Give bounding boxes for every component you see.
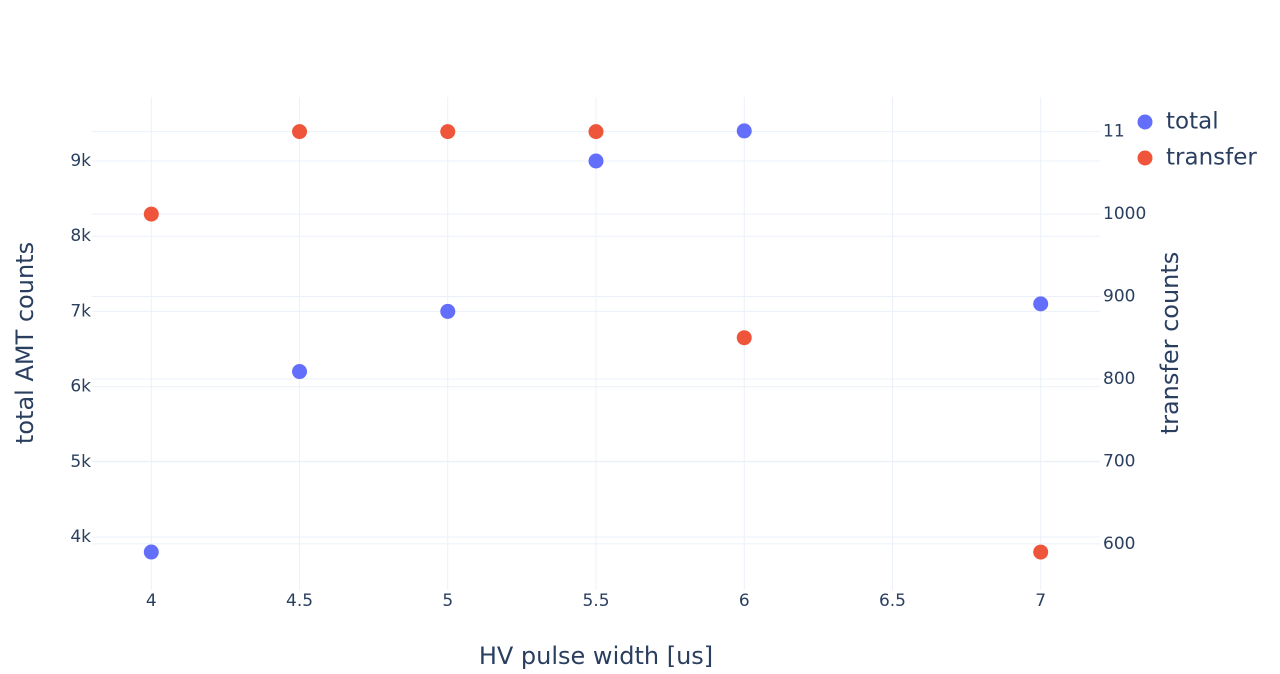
legend-marker bbox=[1137, 150, 1153, 166]
point bbox=[588, 124, 604, 140]
x-tick-label: 5 bbox=[442, 591, 453, 611]
x-tick-label: 4.5 bbox=[286, 591, 313, 611]
y2-tick-label: 1000 bbox=[1103, 204, 1146, 224]
y-tick-label: 4k bbox=[70, 527, 91, 547]
y-axis-title: total AMT counts bbox=[11, 242, 39, 444]
legend-marker bbox=[1137, 114, 1153, 130]
y2-tick-label: 600 bbox=[1103, 534, 1135, 554]
point bbox=[588, 153, 604, 169]
point bbox=[736, 123, 752, 139]
point bbox=[440, 124, 456, 140]
legend-label: total bbox=[1166, 109, 1219, 135]
y-tick-label: 8k bbox=[70, 226, 91, 246]
y2-tick-label: 800 bbox=[1103, 369, 1135, 389]
point bbox=[292, 364, 308, 380]
grid bbox=[92, 97, 1100, 590]
point bbox=[1033, 296, 1049, 312]
y2-axis-title: transfer counts bbox=[1156, 252, 1184, 435]
y-tick-label: 7k bbox=[70, 301, 91, 321]
x-tick-label: 6.5 bbox=[879, 591, 906, 611]
x-tick-label: 7 bbox=[1035, 591, 1046, 611]
x-tick-label: 6 bbox=[739, 591, 750, 611]
y-tick-label: 9k bbox=[70, 151, 91, 171]
y2-tick-label: 900 bbox=[1103, 287, 1135, 307]
legend-label: transfer bbox=[1166, 145, 1257, 171]
y-tick-label: 5k bbox=[70, 452, 91, 472]
y-tick-label: 6k bbox=[70, 377, 91, 397]
point bbox=[1033, 544, 1049, 560]
x-axis-title: HV pulse width [us] bbox=[479, 642, 713, 670]
x-tick-label: 4 bbox=[146, 591, 157, 611]
point bbox=[440, 303, 456, 319]
y2-tick-label: 700 bbox=[1103, 451, 1135, 471]
y2-tick-label: 11 bbox=[1103, 122, 1125, 142]
point bbox=[736, 330, 752, 346]
x-tick-label: 5.5 bbox=[582, 591, 609, 611]
point bbox=[143, 206, 159, 222]
point bbox=[143, 544, 159, 560]
point bbox=[292, 124, 308, 140]
